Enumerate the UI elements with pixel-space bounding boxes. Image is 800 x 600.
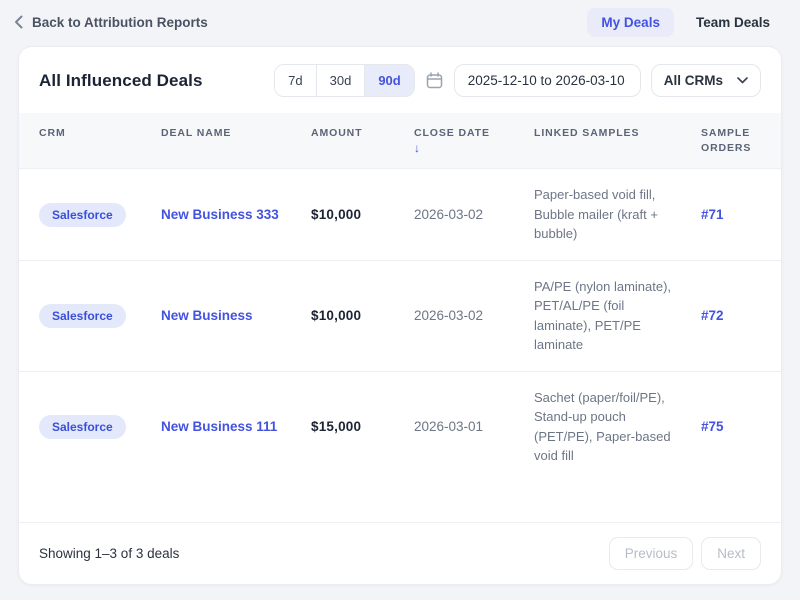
column-header-deal-name: Deal Name — [161, 127, 232, 139]
sample-order-cell: #75 — [701, 419, 761, 434]
sample-order-link[interactable]: #72 — [701, 308, 724, 324]
table-header-row: CRM Deal Name Amount Close Date ↓ Linked… — [19, 113, 781, 169]
crm-cell: Salesforce — [39, 414, 161, 439]
back-link-label: Back to Attribution Reports — [32, 14, 208, 30]
influenced-deals-panel: All Influenced Deals 7d 30d 90d All CRMs… — [18, 46, 782, 585]
date-range-toggle: 7d 30d 90d — [274, 64, 415, 97]
tab-my-deals[interactable]: My Deals — [587, 7, 674, 37]
panel-header: All Influenced Deals 7d 30d 90d All CRMs — [19, 47, 781, 113]
calendar-icon — [426, 72, 442, 89]
filter-controls: 7d 30d 90d All CRMs — [274, 64, 761, 97]
column-header-sample-orders: Sample Orders — [701, 127, 752, 155]
column-header-amount: Amount — [311, 127, 363, 139]
linked-samples-cell: PA/PE (nylon laminate), PET/AL/PE (foil … — [534, 278, 672, 353]
amount-cell: $10,000 — [311, 308, 362, 324]
chevron-down-icon — [737, 77, 748, 84]
page-title: All Influenced Deals — [39, 70, 203, 90]
sample-order-link[interactable]: #71 — [701, 207, 724, 223]
results-summary: Showing 1–3 of 3 deals — [39, 546, 180, 561]
previous-page-button[interactable]: Previous — [608, 537, 694, 570]
crm-badge: Salesforce — [39, 202, 126, 227]
table-row: Salesforce New Business 111 $15,000 2026… — [19, 370, 781, 482]
sample-order-cell: #71 — [701, 207, 761, 222]
crm-badge: Salesforce — [39, 414, 126, 439]
close-date-cell: 2026-03-02 — [414, 308, 484, 324]
crm-badge: Salesforce — [39, 303, 126, 328]
deal-name-cell: New Business 111 — [161, 419, 311, 434]
column-header-crm: CRM — [39, 127, 66, 139]
deal-name-link[interactable]: New Business — [161, 308, 253, 324]
sample-order-link[interactable]: #75 — [701, 419, 724, 435]
deals-tabs: My Deals Team Deals — [587, 7, 784, 37]
column-header-linked-samples: Linked Samples — [534, 127, 640, 139]
range-7d-button[interactable]: 7d — [275, 65, 316, 96]
crm-cell: Salesforce — [39, 303, 161, 328]
date-range-input[interactable] — [453, 64, 641, 97]
next-page-button[interactable]: Next — [701, 537, 761, 570]
range-30d-button[interactable]: 30d — [315, 65, 365, 96]
crm-filter-value: All CRMs — [663, 73, 723, 88]
table-row: Salesforce New Business $10,000 2026-03-… — [19, 259, 781, 371]
column-header-close-date[interactable]: Close Date ↓ — [414, 126, 534, 154]
crm-filter-select[interactable]: All CRMs — [650, 64, 761, 97]
deal-name-link[interactable]: New Business 111 — [161, 419, 278, 435]
close-date-cell: 2026-03-01 — [414, 419, 484, 435]
deal-name-cell: New Business 333 — [161, 207, 311, 222]
range-90d-button[interactable]: 90d — [364, 65, 414, 96]
amount-cell: $15,000 — [311, 419, 362, 435]
table-row: Salesforce New Business 333 $10,000 2026… — [19, 168, 781, 260]
pagination: Previous Next — [608, 537, 761, 570]
linked-samples-cell: Paper-based void fill, Bubble mailer (kr… — [534, 187, 658, 242]
topbar: Back to Attribution Reports My Deals Tea… — [0, 0, 800, 44]
crm-cell: Salesforce — [39, 202, 161, 227]
tab-team-deals[interactable]: Team Deals — [695, 14, 770, 30]
amount-cell: $10,000 — [311, 207, 362, 223]
sample-order-cell: #72 — [701, 308, 761, 323]
chevron-left-icon — [15, 15, 23, 29]
close-date-header-label: Close Date — [414, 127, 490, 139]
deal-name-link[interactable]: New Business 333 — [161, 207, 279, 223]
sort-descending-icon: ↓ — [414, 141, 421, 156]
linked-samples-cell: Sachet (paper/foil/PE), Stand-up pouch (… — [534, 389, 671, 464]
back-link[interactable]: Back to Attribution Reports — [14, 15, 208, 30]
table-footer: Showing 1–3 of 3 deals Previous Next — [19, 522, 781, 584]
close-date-cell: 2026-03-02 — [414, 207, 484, 223]
deal-name-cell: New Business — [161, 308, 311, 323]
